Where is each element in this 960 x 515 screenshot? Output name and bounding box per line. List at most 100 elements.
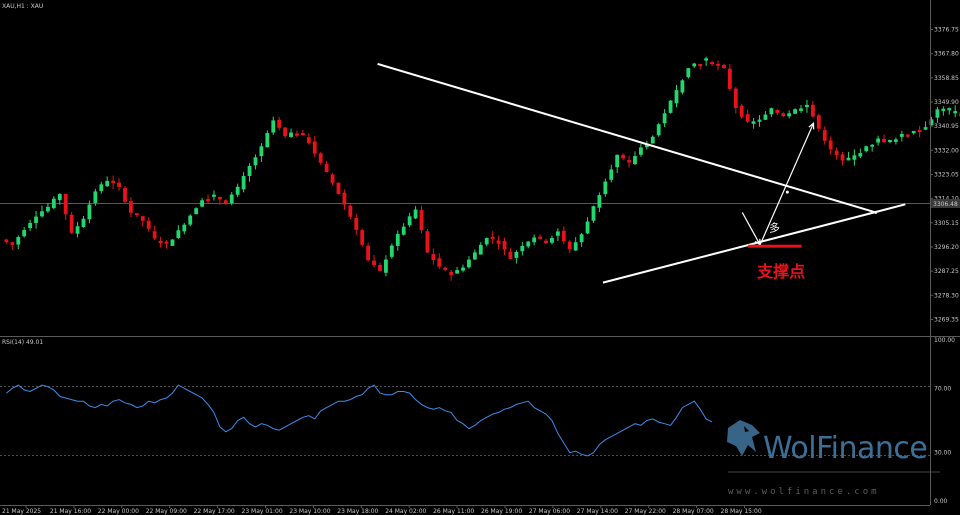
rsi-tick-label: 100.00 [934, 337, 955, 344]
time-tick-label: 21 May 2025 [2, 508, 41, 515]
bull-candle [935, 106, 940, 124]
bull-candle [864, 145, 869, 153]
support-mark [748, 244, 802, 248]
bull-candle [235, 183, 240, 198]
price-tick-label: 3367.80 [934, 51, 959, 58]
price-tick-label: 3323.05 [934, 171, 959, 178]
time-tick-label: 27 May 14:00 [577, 508, 618, 515]
price-pane[interactable]: 多 支撑点 XAU,H1 : XAU [0, 3, 960, 284]
bear-candle [781, 112, 786, 117]
bull-candle [680, 79, 685, 95]
bear-candle [306, 133, 311, 145]
intersection-dot [785, 190, 789, 194]
bull-candle [467, 256, 471, 269]
bull-candle [579, 232, 584, 247]
bull-candle [93, 188, 98, 206]
bear-candle [621, 153, 626, 161]
bear-candle [739, 103, 744, 119]
bull-candle [46, 202, 50, 214]
time-tick-label: 22 May 17:00 [194, 508, 235, 515]
bull-candle [585, 217, 590, 235]
bear-candle [117, 178, 121, 191]
bull-candle [28, 219, 33, 231]
bull-candle [514, 250, 519, 264]
rsi-pane[interactable]: RSI(14) 49.01 [0, 339, 930, 457]
bull-candle [876, 135, 881, 146]
bull-candle [941, 106, 946, 116]
bear-candle [354, 213, 359, 235]
bull-candle [692, 62, 697, 68]
time-tick-label: 23 May 18:00 [337, 508, 378, 515]
rsi-axis: 100.00 70.00 30.00 0.00 [934, 337, 955, 505]
time-tick-label: 28 May 07:00 [673, 508, 714, 515]
bear-candle [727, 64, 732, 91]
bull-candle [888, 139, 892, 144]
current-price-value: 3306.48 [933, 201, 958, 208]
bull-candle [526, 240, 531, 249]
bull-candle [265, 130, 270, 148]
rsi-line [6, 384, 713, 457]
bull-candle [686, 68, 691, 79]
time-tick-label: 28 May 15:00 [721, 508, 762, 515]
bull-candle [81, 216, 86, 228]
rsi-tick-label: 30.00 [934, 450, 951, 457]
bear-candle [775, 109, 780, 116]
bear-candle [206, 194, 210, 204]
bear-candle [437, 253, 442, 270]
bear-candle [834, 147, 839, 160]
bull-candle [615, 154, 620, 173]
time-tick-label: 23 May 01:00 [242, 508, 283, 515]
bear-candle [312, 136, 317, 158]
bear-candle [69, 211, 74, 235]
bull-candle [603, 178, 608, 197]
bull-candle [407, 212, 412, 228]
price-tick-label: 3340.95 [934, 123, 959, 130]
bear-candle [443, 266, 448, 272]
bull-candle [520, 241, 525, 256]
apex-dot [874, 210, 878, 214]
bull-candle [484, 237, 489, 247]
long-label: 多 [769, 220, 780, 234]
bull-candle [194, 207, 199, 215]
bull-candle [852, 149, 857, 166]
support-label: 支撑点 [756, 262, 805, 281]
bull-candle [846, 151, 851, 161]
bear-candle [840, 152, 845, 166]
bear-candle [810, 100, 815, 118]
watermark-brand: WolFinance [763, 431, 927, 466]
time-tick-label: 21 May 16:00 [50, 508, 91, 515]
bear-candle [342, 189, 347, 210]
bull-candle [674, 84, 679, 108]
bear-candle [348, 204, 353, 220]
price-tick-label: 3269.35 [934, 317, 959, 324]
bear-candle [419, 205, 424, 234]
bear-candle [4, 238, 9, 244]
bull-candle [757, 115, 762, 127]
bear-candle [561, 226, 566, 245]
bull-candle [929, 116, 934, 126]
bull-candle [87, 200, 92, 224]
bull-candle [787, 110, 792, 119]
bull-candle [591, 205, 596, 224]
time-tick-label: 24 May 02:00 [385, 508, 426, 515]
bear-candle [733, 86, 738, 114]
bull-candle [212, 190, 216, 201]
bear-candle [508, 248, 513, 260]
bear-candle [698, 63, 703, 70]
bull-candle [384, 255, 388, 277]
bull-candle [947, 107, 952, 115]
bull-candle [656, 122, 661, 137]
bull-candle [395, 230, 400, 251]
bear-candle [140, 215, 145, 227]
bull-candle [597, 192, 602, 213]
bear-candle [538, 234, 542, 240]
bull-candle [799, 104, 803, 113]
bull-candle [75, 221, 80, 238]
bull-candle [105, 176, 110, 187]
bear-candle [490, 231, 495, 245]
bear-candle [722, 63, 726, 70]
bear-candle [366, 242, 371, 262]
watermark: WolFinance www.wolfinance.com [727, 420, 940, 497]
resistance-trendline [377, 62, 876, 214]
